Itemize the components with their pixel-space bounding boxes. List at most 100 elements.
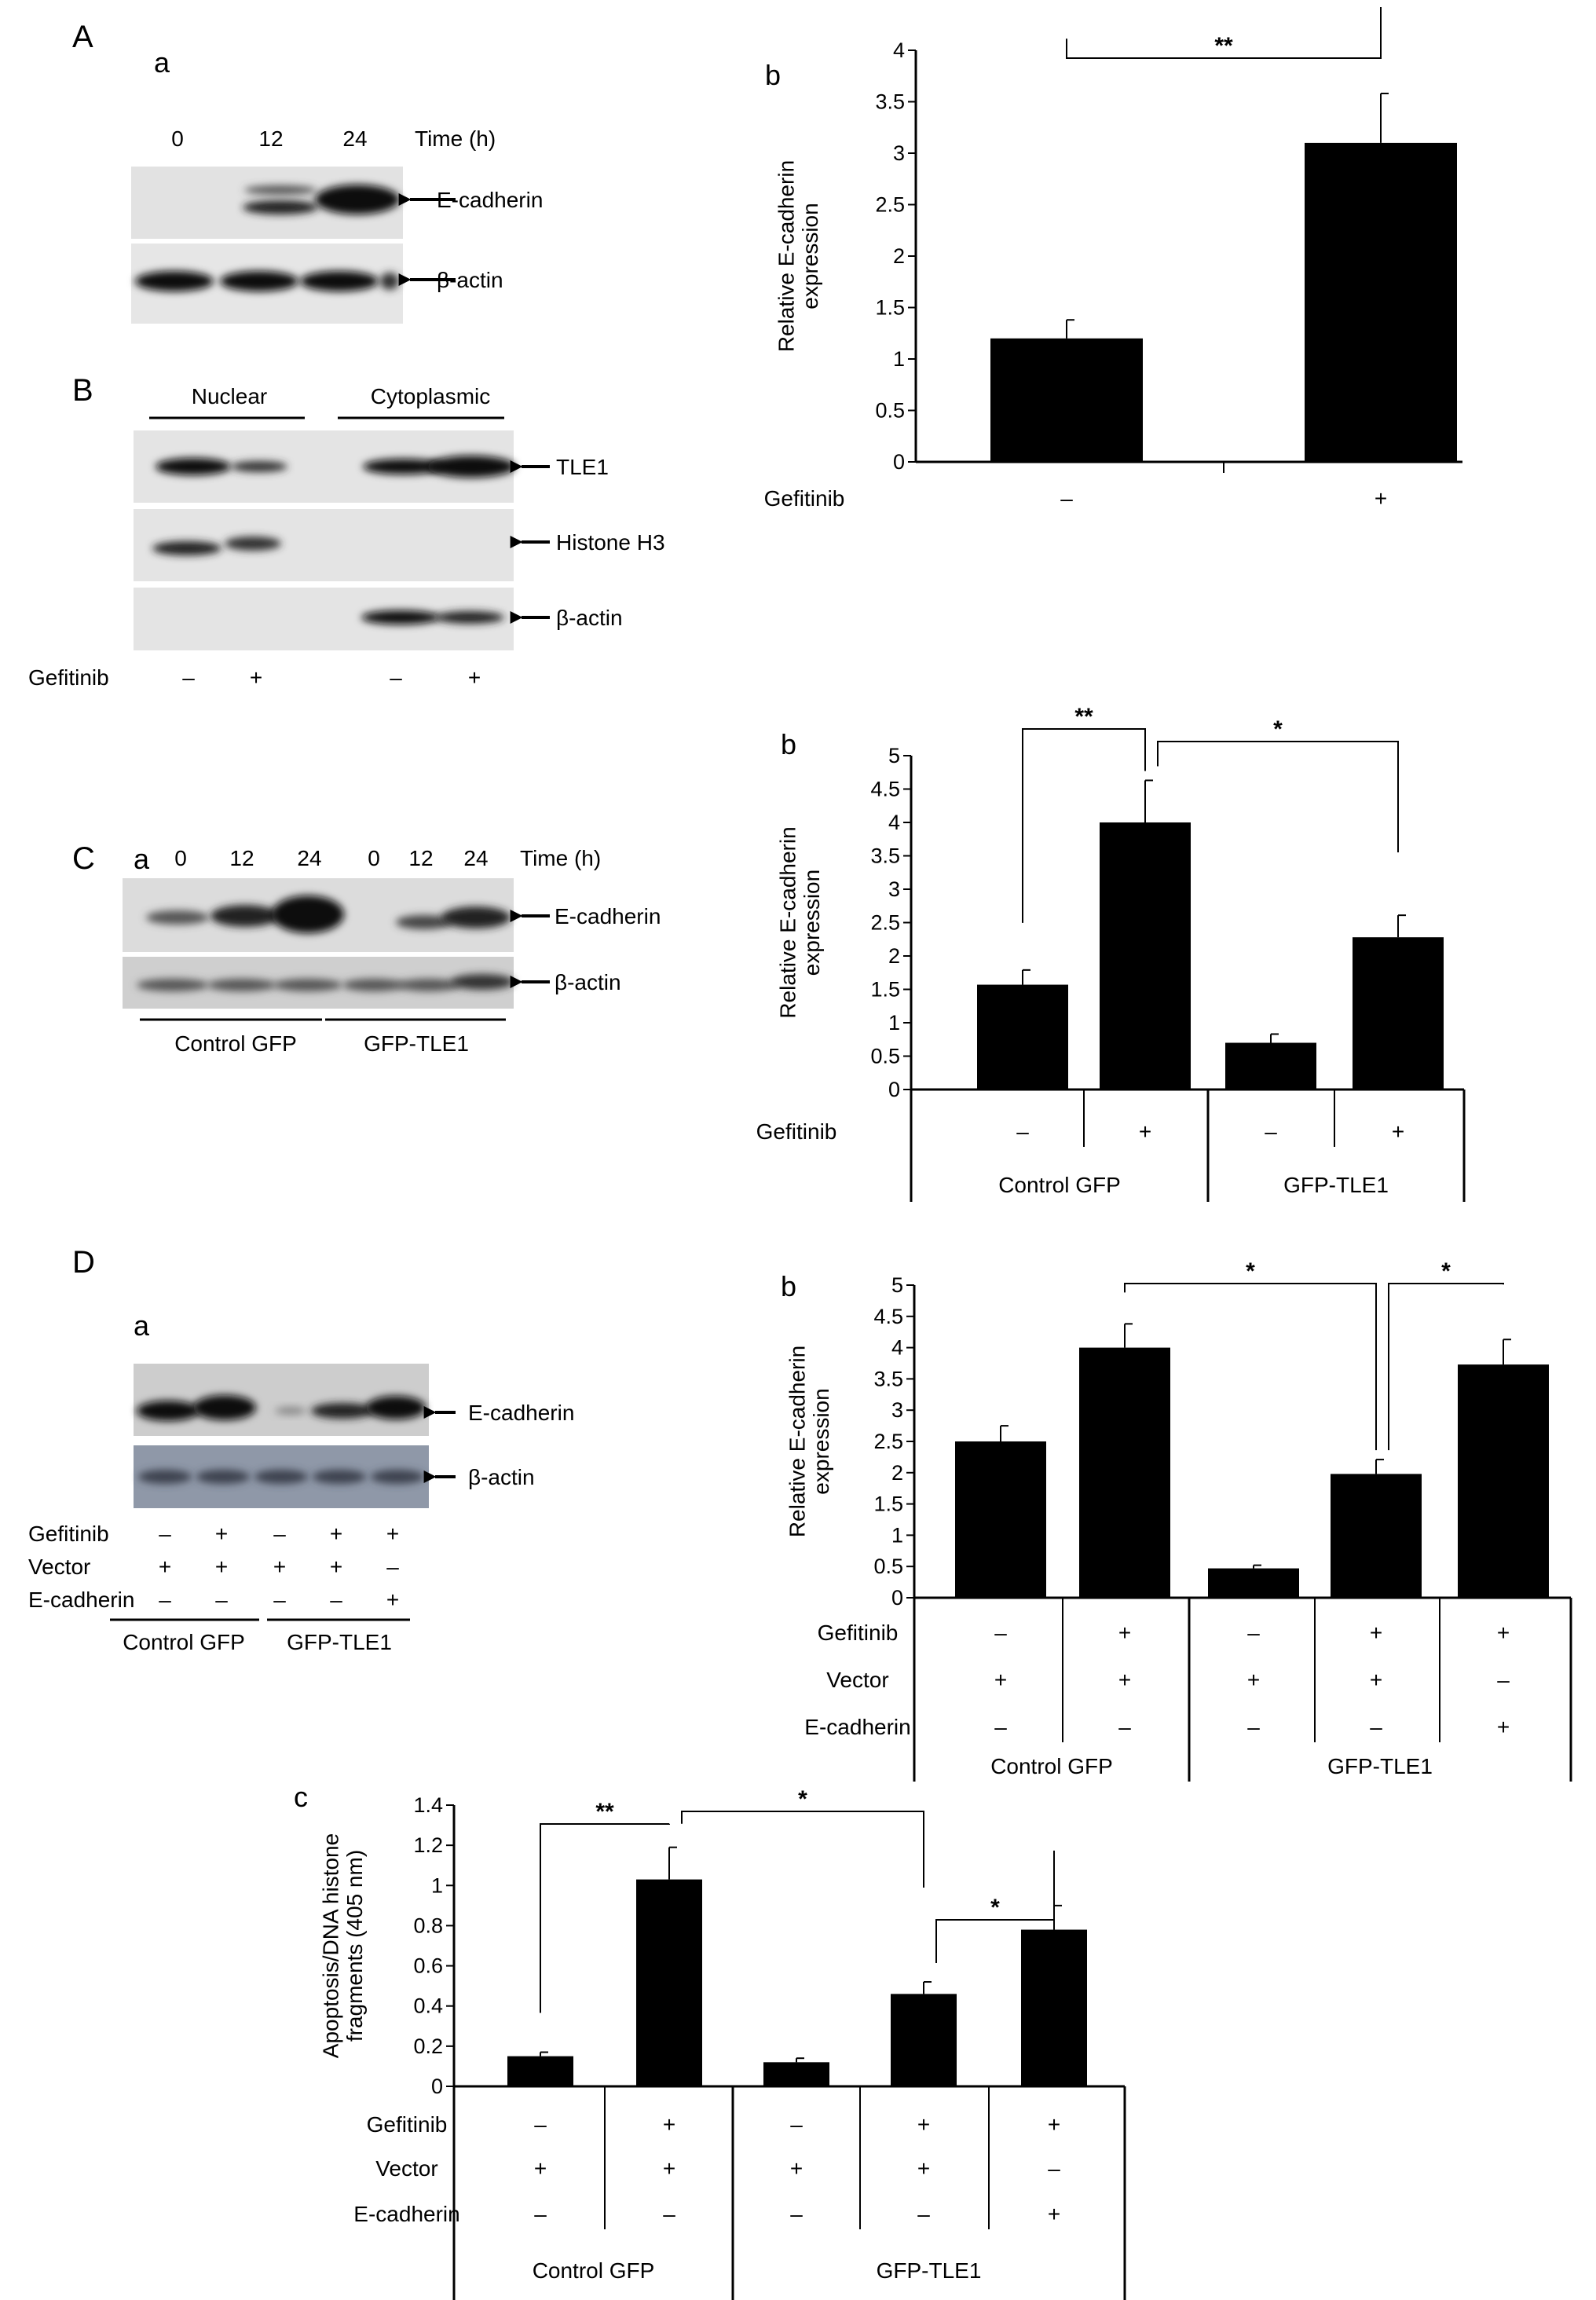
- significance-label: *: [1273, 716, 1283, 742]
- treatment-sign: –: [790, 2202, 803, 2226]
- y-tick-label: 1.5: [875, 296, 905, 320]
- bar: [1458, 1364, 1549, 1598]
- treatment-sign: –: [994, 1621, 1007, 1645]
- y-tick-label: 0.2: [413, 2034, 443, 2058]
- significance-bracket: [1157, 741, 1399, 853]
- bar: [1331, 1474, 1422, 1598]
- treatment-sign: –: [1016, 1119, 1029, 1144]
- treatment-sign: +: [330, 1522, 342, 1546]
- treatment-sign: –: [1370, 1715, 1382, 1739]
- blot-band: [210, 905, 280, 927]
- group-label: GFP-TLE1: [1327, 1754, 1433, 1778]
- y-tick-label: 4: [893, 38, 905, 62]
- row-label: Vector: [826, 1668, 888, 1692]
- treatment-sign: +: [250, 665, 262, 690]
- bar: [977, 984, 1068, 1090]
- treatment-sign: –: [1265, 1119, 1277, 1144]
- y-tick-label: 0.4: [413, 1994, 443, 2018]
- treatment-sign: +: [330, 1555, 342, 1579]
- lane-label: 12: [229, 846, 254, 870]
- y-tick-label: 1: [891, 1523, 903, 1547]
- chart-Cb: 0 0.5 1 1.5 2 2.5 3 3.5 4 4.5 5 Relative E-cadherin…: [756, 704, 1466, 1202]
- treatment-sign: +: [1247, 1668, 1260, 1692]
- blot-band: [272, 895, 344, 933]
- treatment-sign: +: [1118, 1668, 1131, 1692]
- treatment-sign: +: [1048, 2202, 1060, 2226]
- lane-label: 0: [368, 846, 380, 870]
- blot-band: [207, 979, 276, 991]
- bar: [1225, 1042, 1316, 1090]
- lane-label: 24: [342, 126, 367, 151]
- blot-band: [156, 458, 231, 475]
- bar: [1100, 822, 1191, 1090]
- blot-band: [225, 537, 281, 551]
- lane-label: 12: [408, 846, 433, 870]
- treatment-sign: –: [273, 1588, 286, 1612]
- treatment-sign: +: [1118, 1621, 1131, 1645]
- lane-label: 24: [297, 846, 321, 870]
- treatment-sign: –: [994, 1715, 1007, 1739]
- band-label: E-cadherin: [468, 1401, 574, 1425]
- group-label: Control GFP: [990, 1754, 1113, 1778]
- significance-bracket: [1124, 1283, 1377, 1451]
- blot-band: [220, 271, 298, 291]
- treatment-sign: –: [1118, 1715, 1131, 1739]
- panel-label-D: D: [72, 1245, 95, 1280]
- bar: [1021, 1929, 1087, 2086]
- treatment-sign: –: [1060, 486, 1073, 511]
- y-tick-label: 2.5: [875, 193, 905, 217]
- panel-label-Dc: c: [294, 1781, 308, 1813]
- blot-band: [427, 456, 515, 478]
- treatment-sign: –: [790, 2112, 803, 2137]
- y-tick-label: 2.5: [870, 911, 900, 935]
- blot-band: [315, 185, 400, 214]
- treatment-sign: +: [1392, 1119, 1404, 1144]
- y-tick-label: 0.5: [870, 1045, 900, 1068]
- significance-bracket: [1022, 728, 1146, 923]
- y-tick-label: 1.5: [870, 978, 900, 1002]
- blot-band: [451, 974, 514, 990]
- treatment-sign: +: [386, 1522, 399, 1546]
- treatment-sign: –: [1048, 2156, 1060, 2181]
- blot-D: E-cadherin β-actin Gefitinib Vector E-ca…: [28, 1364, 574, 1654]
- significance-label: *: [990, 1895, 1000, 1921]
- significance-bracket: [1388, 1283, 1504, 1451]
- treatment-sign: +: [159, 1555, 171, 1579]
- blot-band: [366, 1396, 426, 1419]
- row-label: Gefitinib: [818, 1621, 899, 1645]
- treatment-sign: +: [790, 2156, 803, 2181]
- panel-label-C: C: [72, 841, 95, 876]
- y-tick-label: 0.8: [413, 1914, 443, 1937]
- row-label: E-cadherin: [353, 2202, 459, 2226]
- band-label: β-actin: [468, 1465, 535, 1489]
- significance-label: *: [798, 1786, 807, 1812]
- panel-label-A: A: [72, 20, 93, 54]
- treatment-sign: –: [534, 2112, 547, 2137]
- y-tick-label: 5: [891, 1273, 903, 1297]
- blot-C: 0 12 24 0 12 24 Time (h) E-cadherin β-ac…: [123, 846, 661, 1056]
- group-label: GFP-TLE1: [364, 1031, 469, 1056]
- blot-band: [311, 1403, 374, 1419]
- y-tick-label: 3: [893, 141, 905, 165]
- blot-band: [146, 910, 209, 925]
- chart-Db: 0 0.5 1 1.5 2 2.5 3 3.5 4 4.5 5 Relative E-cadherin…: [785, 1258, 1572, 1782]
- row-label: Vector: [28, 1555, 90, 1579]
- treatment-sign: +: [994, 1668, 1007, 1692]
- y-tick-label: 3: [888, 877, 900, 901]
- bar: [1208, 1568, 1299, 1598]
- significance-label: **: [1214, 33, 1233, 59]
- lane-label: 0: [174, 846, 187, 870]
- blot-band: [275, 1407, 306, 1415]
- blot-band: [231, 461, 287, 472]
- treatment-sign: +: [663, 2156, 675, 2181]
- row-label: E-cadherin: [804, 1715, 910, 1739]
- group-label: Control GFP: [533, 2258, 655, 2283]
- band-label: β-actin: [555, 970, 621, 994]
- significance-label: **: [595, 1799, 614, 1825]
- y-tick-label: 4.5: [873, 1305, 903, 1328]
- group-label: Control GFP: [123, 1630, 245, 1654]
- y-tick-label: 3.5: [875, 90, 905, 114]
- bar: [763, 2062, 829, 2086]
- bar: [955, 1441, 1046, 1598]
